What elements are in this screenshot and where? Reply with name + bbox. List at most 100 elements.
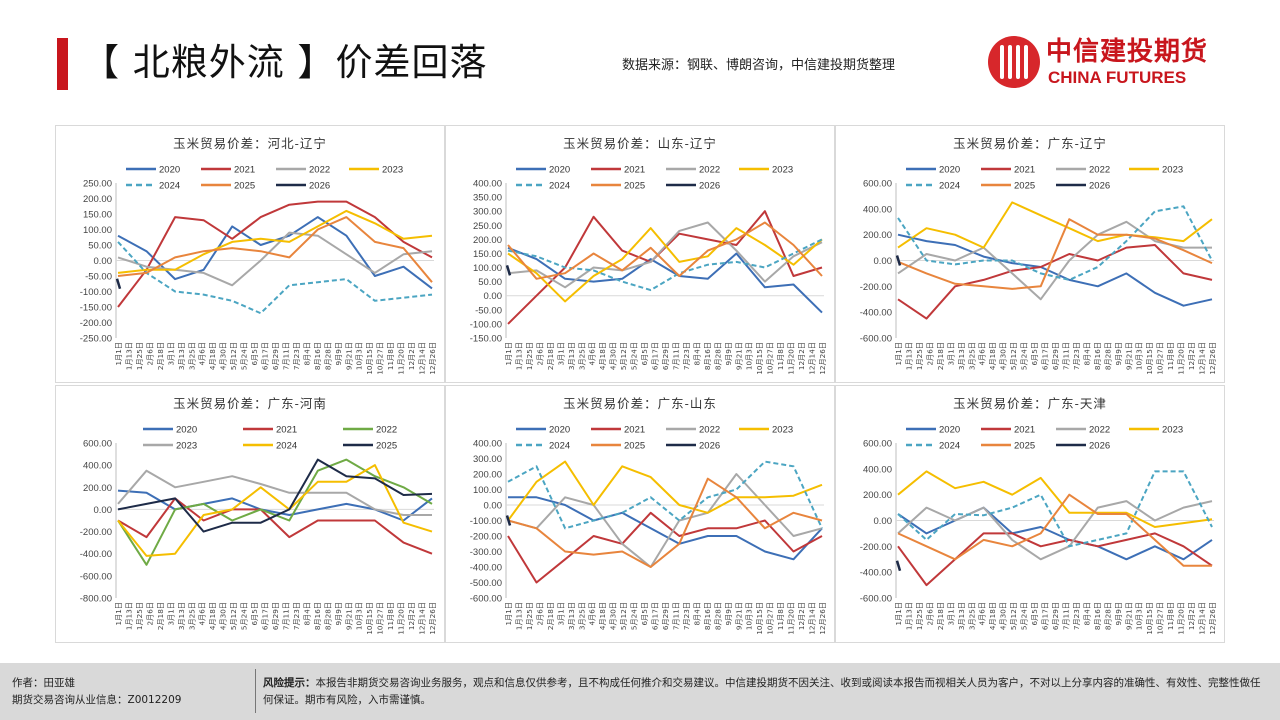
x-tick-label: 12月2日 bbox=[797, 342, 806, 370]
author-name: 作者：田亚雄 bbox=[12, 677, 75, 689]
series-line-2024 bbox=[897, 205, 1213, 281]
x-tick-label: 11月20日 bbox=[397, 602, 406, 635]
series-line-2020 bbox=[507, 246, 823, 314]
x-tick-label: 6月5日 bbox=[640, 602, 649, 626]
legend-item-2026: 2026 bbox=[666, 181, 720, 192]
legend-item-2023: 2023 bbox=[349, 165, 403, 176]
x-tick-label: 6月5日 bbox=[250, 342, 259, 366]
x-tick-label: 8月4日 bbox=[302, 342, 311, 366]
chart-svg: 玉米贸易价差：河北-辽宁 2020 2021 2022 2023 2024 2025 2026… bbox=[80, 136, 437, 375]
y-tick-label: 250.00 bbox=[83, 179, 112, 190]
legend-item-2025: 2025 bbox=[591, 441, 645, 452]
y-tick-label: -400.00 bbox=[470, 563, 502, 574]
x-tick-label: 3月1日 bbox=[946, 602, 955, 626]
x-tick-label: 11月8日 bbox=[1166, 602, 1175, 630]
logo-cn-text: 中信建投期货 bbox=[1046, 37, 1209, 67]
legend-item-2021: 2021 bbox=[591, 425, 645, 436]
x-tick-label: 7月23日 bbox=[292, 602, 301, 630]
x-tick-label: 3月25日 bbox=[187, 342, 196, 370]
legend-item-2020: 2020 bbox=[126, 165, 180, 176]
y-tick-label: 200.00 bbox=[863, 230, 892, 241]
y-tick-label: -100.00 bbox=[470, 516, 502, 527]
y-tick-label: 100.00 bbox=[473, 263, 502, 274]
x-tick-label: 8月16日 bbox=[313, 342, 322, 370]
legend-item-2020: 2020 bbox=[906, 165, 960, 176]
legend-label: 2023 bbox=[772, 165, 793, 176]
y-tick-label: -250.00 bbox=[80, 334, 112, 345]
x-tick-label: 4月6日 bbox=[588, 602, 597, 626]
x-tick-label: 7月23日 bbox=[1072, 342, 1081, 370]
legend-item-2024: 2024 bbox=[906, 441, 960, 452]
legend-item-2022: 2022 bbox=[343, 425, 397, 436]
legend-item-2020: 2020 bbox=[516, 165, 570, 176]
x-tick-label: 7月23日 bbox=[1072, 602, 1081, 630]
series-line-2023 bbox=[117, 469, 432, 516]
footer: 作者：田亚雄 期货交易咨询从业信息：Z0012209 风险提示：本报告非期货交易… bbox=[0, 663, 1280, 720]
data-source: 数据来源：钢联、博朗咨询，中信建投期货整理 bbox=[622, 58, 896, 73]
chart-svg: 玉米贸易价差：广东-山东 2020 2021 2022 2023 2024 2025 2026… bbox=[470, 396, 827, 635]
x-tick-label: 10月15日 bbox=[1145, 342, 1154, 375]
legend-item-2026: 2026 bbox=[1056, 181, 1110, 192]
x-tick-label: 9月9日 bbox=[1114, 342, 1123, 366]
x-tick-label: 4月6日 bbox=[978, 342, 987, 366]
x-tick-label: 4月30日 bbox=[219, 342, 228, 370]
y-tick-label: -600.00 bbox=[80, 571, 112, 582]
x-tick-label: 6月5日 bbox=[1030, 342, 1039, 366]
x-tick-label: 3月13日 bbox=[567, 602, 576, 630]
x-tick-label: 9月21日 bbox=[1124, 342, 1133, 370]
y-tick-label: 50.00 bbox=[88, 241, 112, 252]
x-tick-label: 8月16日 bbox=[703, 602, 712, 630]
legend-label: 2020 bbox=[939, 165, 960, 176]
x-tick-label: 4月6日 bbox=[198, 602, 207, 626]
x-tick-label: 8月16日 bbox=[313, 602, 322, 630]
y-tick-label: 0.00 bbox=[874, 516, 893, 527]
y-tick-label: 400.00 bbox=[83, 461, 112, 472]
x-tick-label: 1月25日 bbox=[915, 602, 924, 630]
legend-item-2024: 2024 bbox=[126, 181, 180, 192]
x-tick-label: 6月17日 bbox=[261, 602, 270, 630]
x-tick-label: 7月23日 bbox=[682, 602, 691, 630]
legend-item-2025: 2025 bbox=[981, 181, 1035, 192]
x-tick-label: 3月25日 bbox=[577, 342, 586, 370]
x-tick-label: 4月30日 bbox=[219, 602, 228, 630]
series-line-2022 bbox=[897, 500, 1213, 561]
series-line-2024 bbox=[117, 464, 433, 557]
x-tick-label: 4月18日 bbox=[598, 342, 607, 370]
legend-item-2023: 2023 bbox=[1129, 425, 1183, 436]
x-tick-label: 7月11日 bbox=[1061, 602, 1070, 630]
x-tick-label: 7月11日 bbox=[671, 342, 680, 370]
legend-item-2023: 2023 bbox=[143, 441, 197, 452]
legend-item-2025: 2025 bbox=[343, 441, 397, 452]
x-tick-label: 4月6日 bbox=[588, 342, 597, 366]
legend-item-2023: 2023 bbox=[1129, 165, 1183, 176]
legend-label: 2025 bbox=[234, 181, 255, 192]
legend-label: 2023 bbox=[382, 165, 403, 176]
y-tick-label: -200.00 bbox=[80, 318, 112, 329]
y-tick-label: -200.00 bbox=[860, 282, 892, 293]
x-tick-label: 4月6日 bbox=[198, 342, 207, 366]
x-tick-label: 6月29日 bbox=[661, 342, 670, 370]
x-tick-label: 1月1日 bbox=[114, 342, 123, 366]
x-tick-label: 12月14日 bbox=[418, 602, 427, 635]
series-line-2021 bbox=[117, 497, 433, 555]
x-tick-label: 8月4日 bbox=[302, 602, 311, 626]
y-tick-label: -200.00 bbox=[470, 532, 502, 543]
x-tick-label: 3月1日 bbox=[556, 602, 565, 626]
legend-item-2022: 2022 bbox=[666, 425, 720, 436]
chart-shandong-liaoning: 玉米贸易价差：山东-辽宁 2020 2021 2022 2023 2024 2025 2026… bbox=[445, 125, 835, 383]
chart-title: 玉米贸易价差：广东-天津 bbox=[953, 396, 1107, 411]
series-line-2023 bbox=[507, 227, 823, 303]
x-tick-label: 10月15日 bbox=[365, 342, 374, 375]
x-tick-label: 9月9日 bbox=[334, 342, 343, 366]
chart-hebei-liaoning: 玉米贸易价差：河北-辽宁 2020 2021 2022 2023 2024 2025 2026… bbox=[55, 125, 445, 383]
x-tick-label: 4月18日 bbox=[208, 342, 217, 370]
legend-label: 2020 bbox=[549, 425, 570, 436]
x-tick-label: 5月12日 bbox=[229, 342, 238, 370]
x-tick-label: 7月11日 bbox=[671, 602, 680, 630]
series-line-2026 bbox=[115, 278, 122, 290]
x-tick-label: 11月20日 bbox=[1177, 342, 1186, 375]
y-tick-label: -600.00 bbox=[470, 594, 502, 605]
x-tick-label: 6月17日 bbox=[1041, 602, 1050, 630]
y-tick-label: 0.00 bbox=[484, 501, 503, 512]
series-line-2024 bbox=[117, 241, 433, 315]
